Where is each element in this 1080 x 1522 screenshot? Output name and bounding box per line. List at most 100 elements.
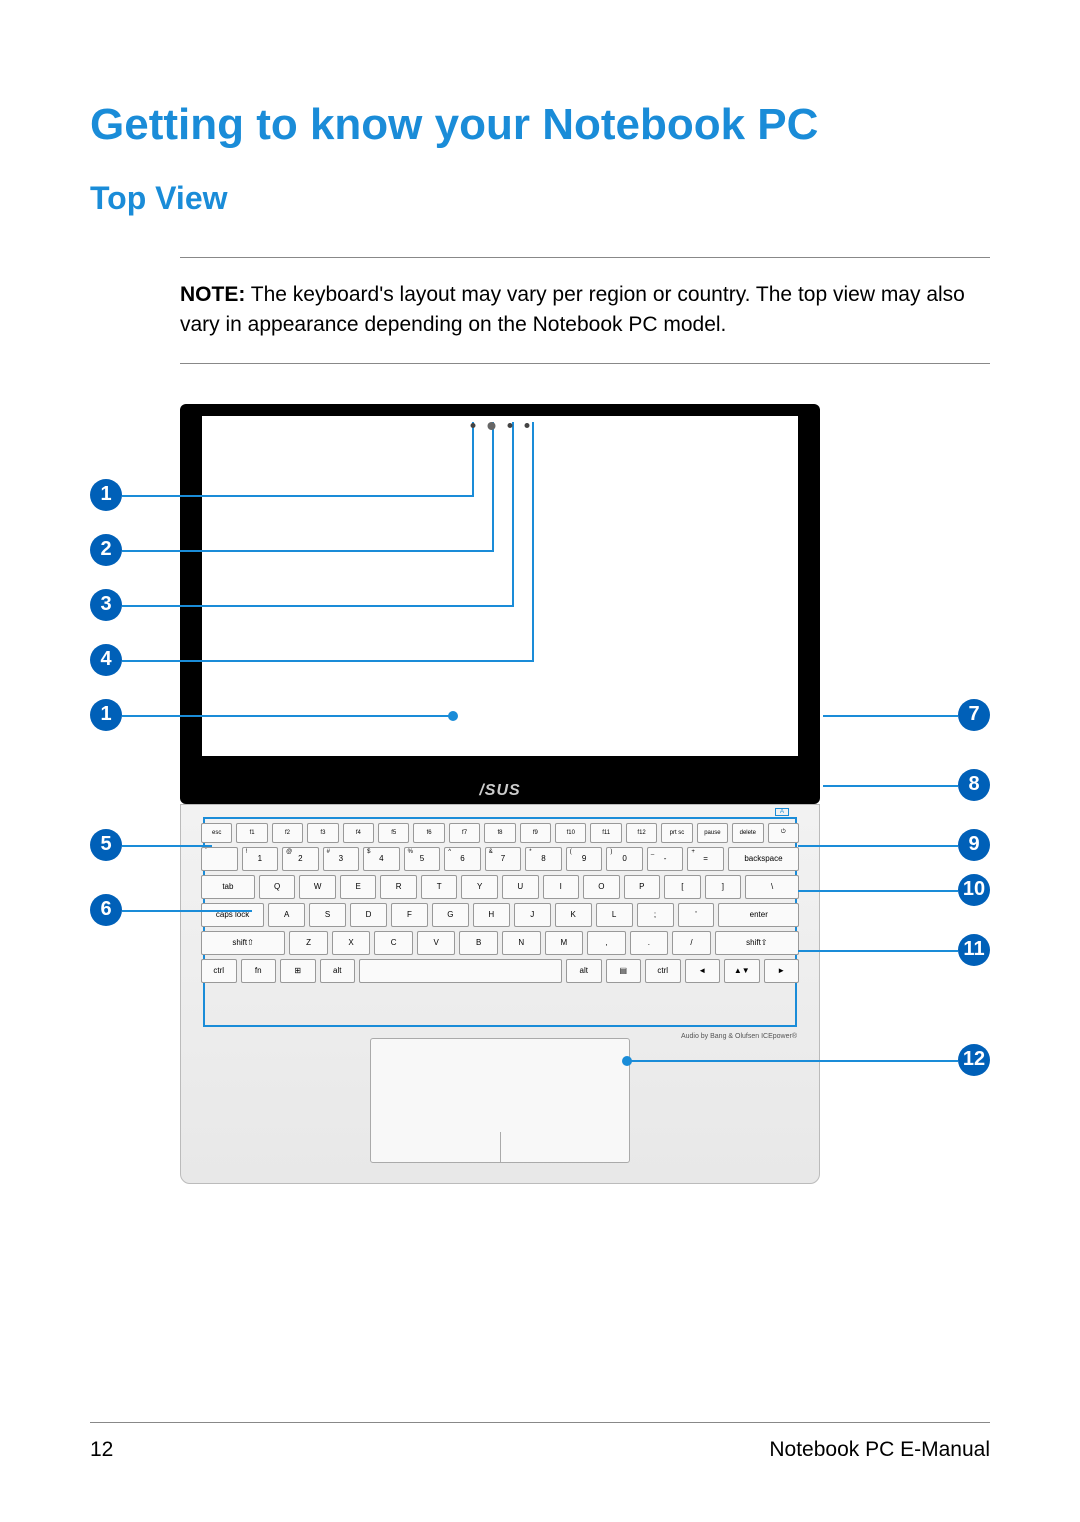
key-win: ⊞ xyxy=(280,959,316,983)
key-prtsc: prt sc xyxy=(661,823,692,843)
key-lbracket: [ xyxy=(664,875,701,899)
key-f2: f2 xyxy=(272,823,303,843)
key-9: (9 xyxy=(566,847,603,871)
key-a: A xyxy=(268,903,305,927)
key-l: L xyxy=(596,903,633,927)
key-fn-mod: fn xyxy=(241,959,277,983)
key-j: J xyxy=(514,903,551,927)
key-backslash: \ xyxy=(745,875,799,899)
key-f1: f1 xyxy=(236,823,267,843)
key-f7: f7 xyxy=(449,823,480,843)
callout-8: 8 xyxy=(958,769,990,801)
key-y: Y xyxy=(461,875,498,899)
note-label: NOTE: xyxy=(180,283,245,306)
key-space xyxy=(359,959,562,983)
kb-row-1: ` !1 @2 #3 $4 %5 ^6 &7 *8 (9 )0 _- += ba… xyxy=(201,847,799,871)
callout-2: 2 xyxy=(90,534,122,566)
brand-logo: /SUS xyxy=(479,782,520,800)
key-f11: f11 xyxy=(590,823,621,843)
key-r: R xyxy=(380,875,417,899)
key-ralt: alt xyxy=(566,959,602,983)
key-arrow-updn: ▲▼ xyxy=(724,959,760,983)
key-6: ^6 xyxy=(444,847,481,871)
callout-10: 10 xyxy=(958,874,990,906)
key-f9: f9 xyxy=(520,823,551,843)
key-enter: enter xyxy=(718,903,799,927)
key-8: *8 xyxy=(525,847,562,871)
key-v: V xyxy=(417,931,456,955)
key-lctrl: ctrl xyxy=(201,959,237,983)
callout-3: 3 xyxy=(90,589,122,621)
laptop-base: A esc f1 f2 f3 f4 f5 f6 f7 f8 f9 xyxy=(180,804,820,1184)
page-footer: 12 Notebook PC E-Manual xyxy=(90,1422,990,1462)
keyboard: esc f1 f2 f3 f4 f5 f6 f7 f8 f9 f10 f11 f… xyxy=(201,823,799,983)
key-2: @2 xyxy=(282,847,319,871)
kb-row-5: ctrl fn ⊞ alt alt ▤ ctrl ◄ ▲▼ ► xyxy=(201,959,799,983)
note-box: NOTE: The keyboard's layout may vary per… xyxy=(180,257,990,364)
page-number: 12 xyxy=(90,1438,113,1462)
key-equals: += xyxy=(687,847,724,871)
key-tilde: ` xyxy=(201,847,238,871)
key-f5: f5 xyxy=(378,823,409,843)
section-subtitle: Top View xyxy=(90,180,990,217)
key-1: !1 xyxy=(242,847,279,871)
key-i: I xyxy=(543,875,580,899)
key-3: #3 xyxy=(323,847,360,871)
key-tab: tab xyxy=(201,875,255,899)
callout-6: 6 xyxy=(90,894,122,926)
key-c: C xyxy=(374,931,413,955)
key-pause: pause xyxy=(697,823,728,843)
key-e: E xyxy=(340,875,377,899)
key-b: B xyxy=(459,931,498,955)
audio-branding: Audio by Bang & Olufsen ICEpower® xyxy=(681,1033,797,1040)
callout-11: 11 xyxy=(958,934,990,966)
key-m: M xyxy=(545,931,584,955)
kb-row-3: caps lock A S D F G H J K L ; ' enter xyxy=(201,903,799,927)
key-q: Q xyxy=(259,875,296,899)
key-g: G xyxy=(432,903,469,927)
note-text: The keyboard's layout may vary per regio… xyxy=(180,283,965,336)
key-f12: f12 xyxy=(626,823,657,843)
key-f: F xyxy=(391,903,428,927)
key-w: W xyxy=(299,875,336,899)
callout-7: 7 xyxy=(958,699,990,731)
key-period: . xyxy=(630,931,669,955)
screen-frame: /SUS xyxy=(180,404,820,804)
key-f6: f6 xyxy=(413,823,444,843)
key-z: Z xyxy=(289,931,328,955)
key-o: O xyxy=(583,875,620,899)
key-f10: f10 xyxy=(555,823,586,843)
callout-4: 4 xyxy=(90,644,122,676)
display-panel xyxy=(202,416,798,756)
key-h: H xyxy=(473,903,510,927)
status-indicator: A xyxy=(775,808,789,816)
key-x: X xyxy=(332,931,371,955)
key-backspace: backspace xyxy=(728,847,799,871)
callout-1b: 1 xyxy=(90,699,122,731)
callout-12: 12 xyxy=(958,1044,990,1076)
key-f3: f3 xyxy=(307,823,338,843)
key-p: P xyxy=(624,875,661,899)
page-title: Getting to know your Notebook PC xyxy=(90,100,990,150)
key-s: S xyxy=(309,903,346,927)
touchpad xyxy=(370,1038,630,1163)
key-slash: / xyxy=(672,931,711,955)
kb-row-4: shift⇧ Z X C V B N M , . / shift⇧ xyxy=(201,931,799,955)
doc-title: Notebook PC E-Manual xyxy=(769,1438,990,1462)
key-k: K xyxy=(555,903,592,927)
key-lalt: alt xyxy=(320,959,356,983)
key-n: N xyxy=(502,931,541,955)
key-arrow-right: ► xyxy=(764,959,800,983)
diagram-container: 1 2 3 4 1 5 6 7 8 9 10 11 12 xyxy=(90,404,990,1184)
key-u: U xyxy=(502,875,539,899)
key-4: $4 xyxy=(363,847,400,871)
key-7: &7 xyxy=(485,847,522,871)
key-semi: ; xyxy=(637,903,674,927)
key-rshift: shift⇧ xyxy=(715,931,799,955)
key-delete: delete xyxy=(732,823,763,843)
key-arrow-left: ◄ xyxy=(685,959,721,983)
key-quote: ' xyxy=(678,903,715,927)
key-lshift: shift⇧ xyxy=(201,931,285,955)
key-minus: _- xyxy=(647,847,684,871)
callout-1a: 1 xyxy=(90,479,122,511)
